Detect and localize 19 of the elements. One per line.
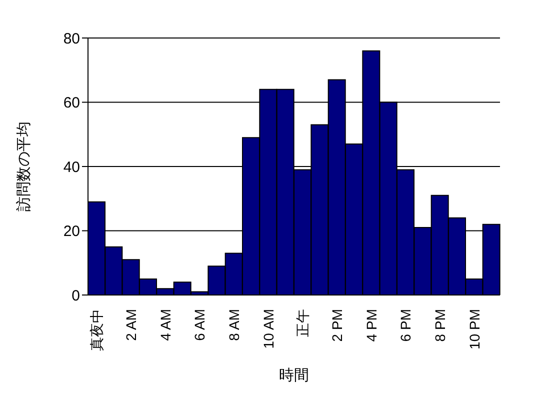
x-tick-label: 4 AM — [157, 309, 174, 341]
x-tick-label: 8 AM — [226, 309, 242, 341]
y-tick-label: 80 — [63, 30, 80, 48]
x-tick-label: 6 PM — [398, 309, 414, 342]
x-tick-label: 4 PM — [363, 309, 380, 342]
x-tick-label: 10 AM — [260, 309, 276, 349]
x-axis-title: 時間 — [279, 367, 309, 384]
y-axis-title: 訪問数の平均 — [15, 122, 32, 212]
x-tick-label: 真夜中 — [88, 309, 105, 351]
x-tick-label: 2 PM — [328, 309, 345, 342]
x-tick-label: 8 PM — [432, 309, 448, 342]
x-tick-label: 10 PM — [466, 309, 482, 350]
y-tick-label: 40 — [63, 158, 80, 176]
y-tick-label: 60 — [63, 94, 80, 112]
y-tick-label: 0 — [72, 287, 80, 304]
y-tick-label: 20 — [63, 223, 80, 240]
x-tick-label: 2 AM — [122, 309, 139, 341]
x-tick-label: 正午 — [294, 309, 311, 337]
x-tick-label: 6 AM — [192, 309, 208, 341]
